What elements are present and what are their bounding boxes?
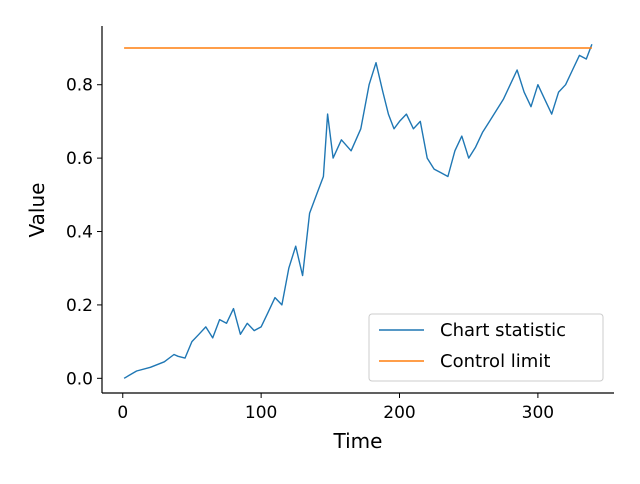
x-tick-label: 300 (522, 403, 554, 423)
y-tick-label: 0.2 (66, 296, 93, 316)
y-tick-label: 0.4 (66, 223, 93, 243)
legend-label: Control limit (440, 351, 550, 372)
y-tick-label: 0.0 (66, 369, 93, 389)
y-tick-label: 0.8 (66, 76, 93, 96)
y-tick-label: 0.6 (66, 149, 93, 169)
x-tick-label: 200 (383, 403, 415, 423)
x-axis-label: Time (333, 429, 383, 453)
series-line-chart-statistic (123, 44, 593, 379)
legend-label: Chart statistic (440, 320, 566, 341)
x-tick-label: 100 (245, 403, 277, 423)
legend-box (368, 313, 604, 382)
x-tick-label: 0 (117, 403, 128, 423)
y-axis-label: Value (25, 183, 49, 238)
